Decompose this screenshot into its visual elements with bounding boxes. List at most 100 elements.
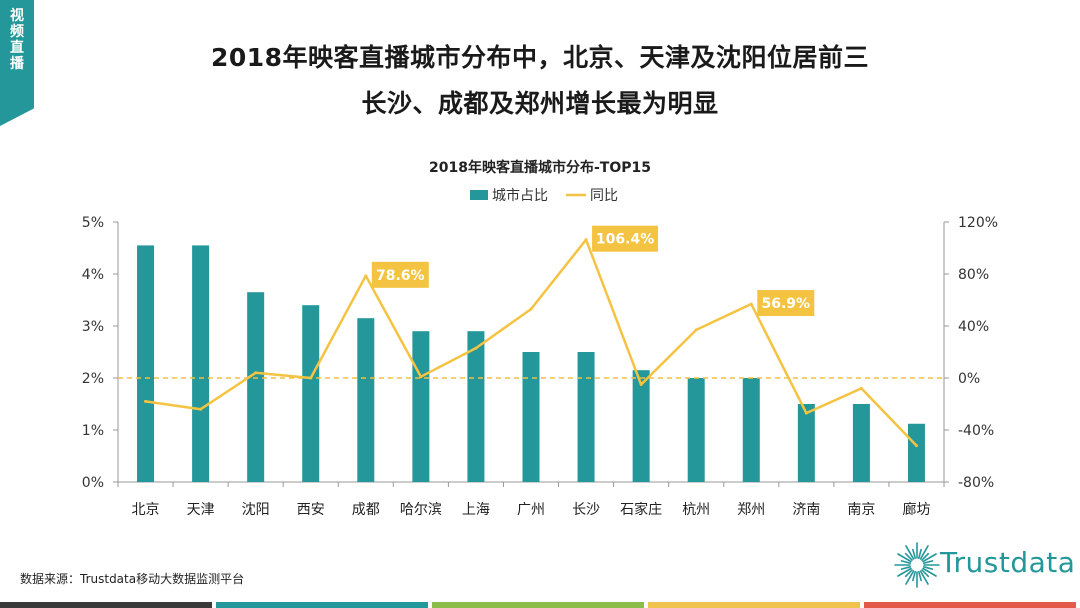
yoy-point-廊坊 bbox=[914, 444, 918, 448]
burst-ray bbox=[919, 570, 929, 585]
legend-swatch-bar bbox=[470, 190, 488, 200]
x-tick-label: 天津 bbox=[187, 502, 215, 518]
x-tick-label: 北京 bbox=[132, 502, 160, 518]
burst-ray bbox=[912, 570, 916, 582]
right-tick-label: 40% bbox=[958, 319, 989, 335]
bar-哈尔滨 bbox=[412, 331, 430, 482]
yoy-point-西安 bbox=[309, 376, 313, 380]
callout-box bbox=[757, 290, 815, 317]
burst-ray bbox=[922, 567, 937, 577]
yoy-point-济南 bbox=[804, 411, 808, 415]
burst-ray bbox=[921, 569, 930, 578]
bar-西安 bbox=[302, 305, 320, 482]
yoy-point-成都 bbox=[364, 274, 368, 278]
bar-长沙 bbox=[577, 352, 595, 482]
x-tick-label: 廊坊 bbox=[902, 501, 930, 518]
yoy-point-天津 bbox=[199, 407, 203, 411]
city-distribution-chart: 2018年映客直播城市分布-TOP15 城市占比 同比 0% 1% 2% 3% 4% 5% -80… bbox=[82, 159, 998, 518]
section-tag-label: 视频直播 bbox=[10, 8, 24, 72]
strip-segment bbox=[864, 602, 1076, 608]
burst-ray bbox=[900, 566, 912, 570]
left-tick-label: 1% bbox=[82, 423, 104, 439]
strip-segment bbox=[648, 602, 860, 608]
burst-ray bbox=[905, 545, 915, 560]
left-tick-label: 5% bbox=[82, 215, 104, 231]
burst-ray bbox=[919, 545, 929, 560]
x-tick-label: 西安 bbox=[297, 502, 325, 518]
brand-logo: Trustdata bbox=[892, 540, 1076, 590]
burst-ray bbox=[904, 552, 913, 561]
x-tick-label: 南京 bbox=[847, 502, 875, 518]
bar-济南 bbox=[797, 404, 815, 482]
burst-ray bbox=[904, 569, 913, 578]
x-tick-label: 杭州 bbox=[682, 502, 710, 518]
right-tick-label: 80% bbox=[958, 267, 989, 283]
x-tick-label: 长沙 bbox=[572, 502, 600, 518]
bottom-color-strip bbox=[0, 602, 1080, 608]
left-tick-label: 2% bbox=[82, 371, 104, 387]
callout-box bbox=[371, 261, 429, 288]
bar-北京 bbox=[137, 245, 155, 482]
burst-ray bbox=[912, 548, 916, 560]
burst-ray bbox=[897, 553, 912, 563]
x-tick-label: 石家庄 bbox=[620, 501, 662, 518]
bar-石家庄 bbox=[632, 370, 650, 482]
strip-segment bbox=[432, 602, 644, 608]
yoy-point-南京 bbox=[859, 386, 863, 390]
burst-ray bbox=[918, 548, 922, 560]
x-tick-label: 成都 bbox=[352, 502, 380, 518]
chart-title: 2018年映客直播城市分布-TOP15 bbox=[429, 159, 651, 176]
yoy-point-长沙 bbox=[584, 238, 588, 242]
callout-label: 78.6% bbox=[376, 268, 425, 284]
data-source-note: 数据来源：Trustdata移动大数据监测平台 bbox=[20, 572, 245, 586]
trustdata-burst-icon bbox=[894, 542, 940, 588]
yoy-point-郑州 bbox=[749, 302, 753, 306]
headline-line-1: 2018年映客直播城市分布中，北京、天津及沈阳位居前三 bbox=[210, 43, 870, 72]
yoy-point-杭州 bbox=[694, 328, 698, 332]
bar-沈阳 bbox=[247, 292, 265, 482]
right-tick-label: 0% bbox=[958, 371, 980, 387]
brand-name: Trustdata bbox=[940, 546, 1076, 579]
right-tick-label: -40% bbox=[958, 423, 994, 439]
burst-ray bbox=[922, 566, 934, 570]
x-tick-label: 郑州 bbox=[737, 502, 765, 518]
section-tag: 视频直播 bbox=[0, 0, 34, 126]
strip-segment bbox=[216, 602, 428, 608]
yoy-point-北京 bbox=[144, 399, 148, 403]
bar-廊坊 bbox=[907, 423, 925, 482]
bar-南京 bbox=[852, 404, 870, 482]
callout-label: 56.9% bbox=[761, 296, 810, 312]
yoy-point-沈阳 bbox=[254, 371, 258, 375]
yoy-point-石家庄 bbox=[639, 383, 643, 386]
left-tick-label: 0% bbox=[82, 475, 104, 491]
bar-成都 bbox=[357, 318, 375, 482]
bar-天津 bbox=[192, 245, 210, 482]
bar-广州 bbox=[522, 352, 540, 482]
burst-ray bbox=[900, 560, 912, 564]
callout-box bbox=[592, 225, 659, 252]
yoy-point-哈尔滨 bbox=[419, 375, 423, 379]
bar-杭州 bbox=[687, 378, 705, 482]
left-tick-label: 3% bbox=[82, 319, 104, 335]
burst-ray bbox=[922, 560, 934, 564]
yoy-point-上海 bbox=[474, 346, 478, 350]
yoy-point-广州 bbox=[529, 307, 533, 311]
burst-ray bbox=[905, 570, 915, 585]
right-tick-label: 120% bbox=[958, 215, 998, 231]
x-tick-label: 上海 bbox=[462, 502, 490, 518]
headline-line-2: 长沙、成都及郑州增长最为明显 bbox=[361, 89, 719, 118]
strip-segment bbox=[0, 602, 212, 608]
bar-郑州 bbox=[742, 378, 760, 482]
x-tick-label: 哈尔滨 bbox=[400, 502, 442, 518]
burst-ray bbox=[918, 570, 922, 582]
left-tick-label: 4% bbox=[82, 267, 104, 283]
right-tick-label: -80% bbox=[958, 475, 994, 491]
bar-上海 bbox=[467, 331, 485, 482]
callout-label: 106.4% bbox=[596, 232, 654, 248]
burst-ray bbox=[922, 553, 937, 563]
x-tick-label: 济南 bbox=[792, 502, 820, 518]
x-tick-label: 广州 bbox=[517, 502, 545, 518]
burst-ray bbox=[921, 552, 930, 561]
burst-ray bbox=[897, 567, 912, 577]
legend-label-bar: 城市占比 bbox=[492, 187, 548, 204]
